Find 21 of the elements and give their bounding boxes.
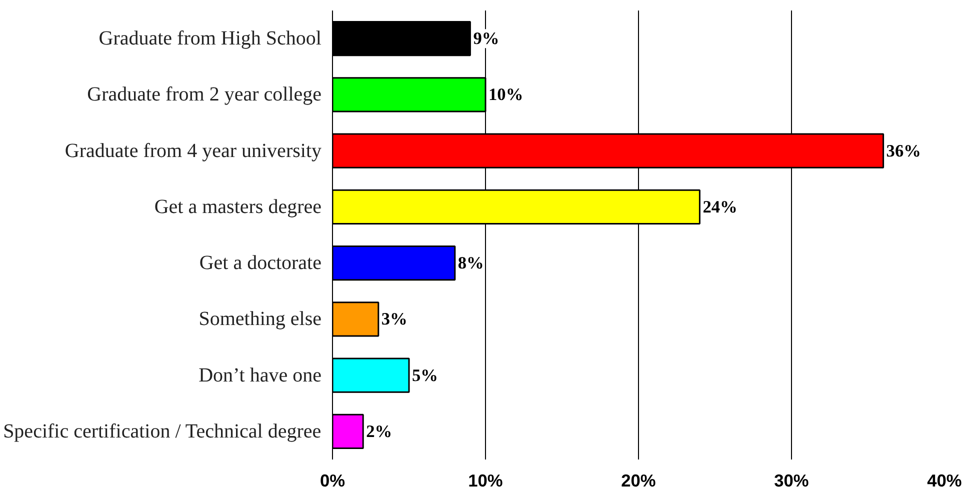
data-label: 24% [702, 197, 738, 216]
data-label: 8% [458, 254, 484, 273]
data-label: 5% [412, 366, 438, 385]
y-tick-label: Specific certification / Technical degree [3, 420, 322, 442]
y-tick-label: Don’t have one [198, 364, 322, 386]
data-label: 9% [473, 29, 500, 48]
data-label: 2% [366, 422, 392, 441]
x-tick-label: 30% [774, 470, 809, 490]
y-tick-label: Get a doctorate [199, 252, 322, 274]
data-label: 10% [488, 85, 524, 104]
y-tick-label: Get a masters degree [154, 196, 322, 218]
data-label: 36% [886, 141, 921, 160]
y-tick-label: Graduate from High School [98, 28, 322, 50]
x-tick-label: 0% [320, 470, 346, 490]
data-label: 3% [381, 310, 408, 329]
x-tick-label: 40% [927, 470, 962, 490]
y-tick-label: Graduate from 2 year college [87, 84, 322, 106]
y-tick-label: Graduate from 4 year university [64, 140, 322, 162]
x-tick-label: 20% [621, 470, 656, 490]
x-tick-label: 10% [468, 470, 503, 490]
y-tick-label: Something else [198, 308, 322, 330]
